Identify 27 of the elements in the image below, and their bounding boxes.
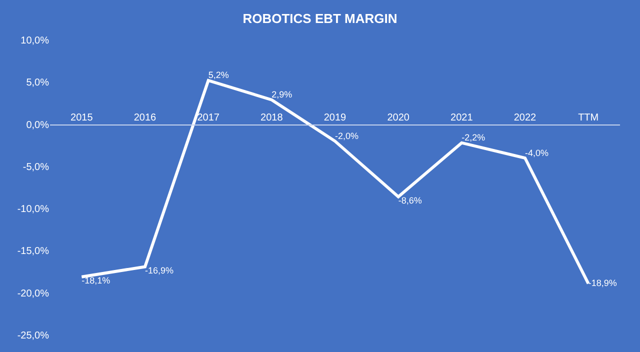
- chart-title: ROBOTICS EBT MARGIN: [242, 11, 398, 26]
- y-tick-label: -25,0%: [17, 330, 50, 342]
- y-tick-label: -10,0%: [17, 204, 50, 216]
- x-tick-label: 2017: [197, 112, 220, 124]
- data-label: -16,9%: [145, 265, 174, 276]
- data-label: -18,1%: [82, 276, 110, 286]
- data-label: -2,2%: [462, 132, 486, 143]
- x-tick-label: 2018: [260, 112, 284, 124]
- data-label: 5,2%: [208, 70, 229, 80]
- y-tick-label: 5,0%: [26, 78, 50, 89]
- y-tick-label: 10,0%: [20, 36, 50, 46]
- y-tick-label: -5,0%: [22, 162, 50, 173]
- y-tick-label: -20,0%: [17, 288, 50, 300]
- data-label: -4,0%: [525, 148, 549, 158]
- data-label: -18,9%: [588, 278, 617, 288]
- y-tick-label: 0,0%: [26, 120, 50, 131]
- x-tick-label: TTM: [578, 112, 599, 124]
- x-tick-label: 2015: [70, 112, 94, 124]
- data-label: -8,6%: [398, 196, 422, 206]
- x-tick-label: 2021: [450, 112, 474, 124]
- y-tick-label: -15,0%: [17, 246, 50, 258]
- x-tick-label: 2019: [324, 112, 347, 124]
- data-label: 2,9%: [272, 90, 292, 100]
- x-tick-label: 2016: [134, 112, 157, 124]
- x-tick-label: 2022: [514, 112, 537, 124]
- x-tick-label: 2020: [387, 112, 410, 124]
- data-label: -2,0%: [335, 130, 359, 141]
